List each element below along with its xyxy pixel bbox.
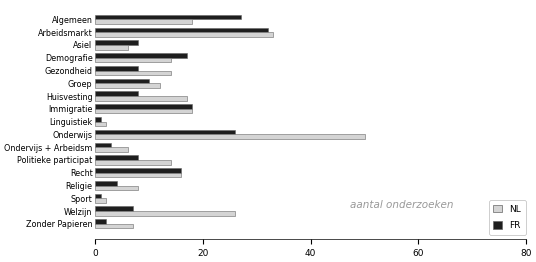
Legend: NL, FR: NL, FR <box>489 200 526 234</box>
Bar <box>95 58 170 62</box>
Bar <box>95 45 128 50</box>
Bar <box>95 15 241 19</box>
Bar <box>95 40 138 45</box>
Bar <box>95 70 170 75</box>
Bar <box>95 224 133 228</box>
Bar <box>95 206 133 211</box>
Bar <box>95 155 138 160</box>
Bar <box>95 83 160 88</box>
Bar <box>95 109 192 113</box>
Bar <box>95 160 170 165</box>
Text: aantal onderzoeken: aantal onderzoeken <box>351 200 454 210</box>
Bar <box>95 96 187 101</box>
Bar <box>95 147 128 152</box>
Bar <box>95 104 192 109</box>
Bar <box>95 122 106 126</box>
Bar <box>95 53 187 58</box>
Bar <box>95 219 106 224</box>
Bar <box>95 91 138 96</box>
Bar <box>95 181 117 185</box>
Bar <box>95 134 364 139</box>
Bar <box>95 185 138 190</box>
Bar <box>95 211 235 216</box>
Bar <box>95 19 192 24</box>
Bar <box>95 173 182 177</box>
Bar <box>95 66 138 70</box>
Bar <box>95 143 111 147</box>
Bar <box>95 32 273 37</box>
Bar <box>95 198 106 203</box>
Bar <box>95 117 101 122</box>
Bar <box>95 79 149 83</box>
Bar <box>95 130 235 134</box>
Bar <box>95 194 101 198</box>
Bar <box>95 28 267 32</box>
Bar <box>95 168 182 173</box>
